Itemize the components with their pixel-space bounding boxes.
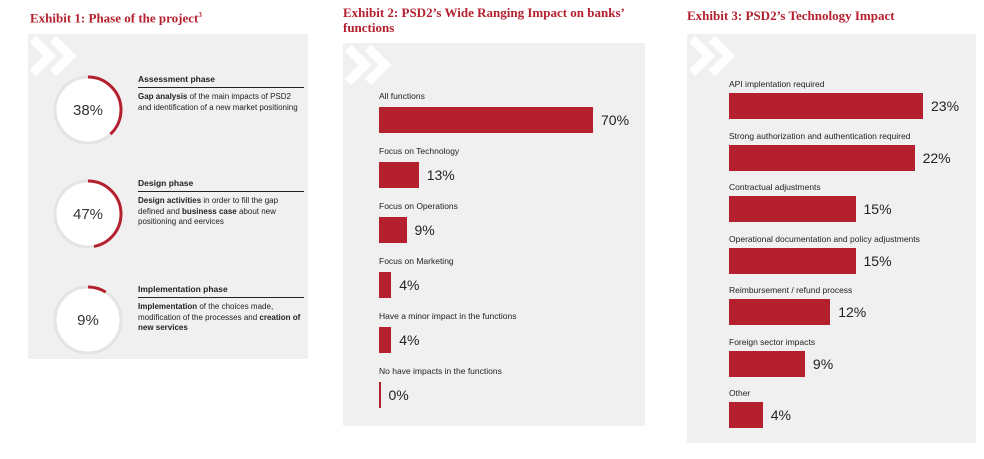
exhibit2-chart: All functions 70% Focus on Technology 13% Fo… xyxy=(343,43,645,426)
bar xyxy=(729,350,805,377)
exhibit1-panel: 38% Assessment phase Gap analysis of the m… xyxy=(28,34,308,359)
phase-item: 38% Assessment phase Gap analysis of the m… xyxy=(28,74,310,164)
ring-progress-arc xyxy=(53,75,123,145)
bar xyxy=(729,144,915,171)
bar-value-label: 4% xyxy=(399,332,420,348)
bar-category-label: Focus on Operations xyxy=(379,201,458,211)
bar-category-label: Focus on Technology xyxy=(379,146,460,156)
phase-item: 9% Implementation phase Implementation of … xyxy=(28,284,310,374)
chevron-decoration-icon xyxy=(688,35,736,77)
exhibit3-title: Exhibit 3: PSD2’s Technology Impact xyxy=(687,8,895,23)
bar-value-label: 4% xyxy=(399,277,420,293)
bar-value-label: 13% xyxy=(426,167,455,183)
bar-value-label: 22% xyxy=(922,149,951,166)
exhibit1-title-footnote: 3 xyxy=(198,11,202,19)
bar-category-label: No have impacts in the functions xyxy=(379,366,502,376)
phase-percentage: 38% xyxy=(72,102,104,119)
bar xyxy=(379,107,593,133)
phase-progress-ring xyxy=(53,75,123,145)
bar-value-label: 23% xyxy=(931,98,960,114)
phase-description: Gap analysis of the main impacts of PSD2… xyxy=(138,92,298,112)
bar-value-label: 15% xyxy=(863,252,892,269)
ring-progress-arc xyxy=(53,285,123,355)
exhibit2-title-line1: Exhibit 2: PSD2’s Wide Ranging Impact on… xyxy=(343,5,625,20)
bar xyxy=(729,402,763,428)
phase-percentage: 9% xyxy=(77,312,99,329)
bar xyxy=(729,299,831,325)
bar-value-label: 15% xyxy=(863,201,892,217)
bar xyxy=(379,272,392,298)
bar-category-label: Foreign sector impacts xyxy=(729,336,815,347)
exhibit1-title-text: Exhibit 1: Phase of the project xyxy=(30,10,199,26)
bar xyxy=(729,247,856,274)
phase-progress-ring xyxy=(53,285,123,355)
bar-value-label: 0% xyxy=(388,387,409,403)
phase-description: Design activities in order to fill the g… xyxy=(138,196,279,226)
bar xyxy=(729,93,923,119)
phase-title: Design phase xyxy=(138,178,304,192)
phase-item: 47% Design phase Design activities in orde… xyxy=(28,178,310,268)
phase-description: Implementation of the choices made, modi… xyxy=(138,302,301,332)
bar-category-label: API implentation required xyxy=(729,79,825,89)
bar-category-label: All functions xyxy=(379,91,425,101)
bar-category-label: Strong authorization and authentication … xyxy=(729,130,911,141)
exhibit3-chart: API implentation required 23% Strong autho… xyxy=(687,34,976,443)
bar xyxy=(729,196,856,222)
exhibit2-title-line2: functions xyxy=(343,20,395,35)
bar xyxy=(379,382,381,408)
phase-title: Implementation phase xyxy=(138,284,304,298)
bar-category-label: Focus on Marketing xyxy=(379,256,454,266)
exhibit2-title: Exhibit 2: PSD2’s Wide Ranging Impact on… xyxy=(343,5,625,35)
bar-category-label: Reimbursement / refund process xyxy=(729,285,853,295)
bar xyxy=(379,162,419,188)
bar xyxy=(379,217,407,243)
chevron-decoration-icon xyxy=(29,35,77,77)
bar xyxy=(379,327,392,353)
bar-value-label: 4% xyxy=(770,407,791,423)
bar-value-label: 12% xyxy=(838,304,867,320)
bar-value-label: 9% xyxy=(812,355,834,372)
bar-category-label: Have a minor impact in the functions xyxy=(379,311,517,321)
bar-category-label: Contractual adjustments xyxy=(729,182,821,192)
bar-category-label: Operational documentation and policy adj… xyxy=(729,233,920,244)
bar-value-label: 70% xyxy=(601,112,630,128)
phase-progress-ring xyxy=(53,179,123,249)
phase-title: Assessment phase xyxy=(138,74,304,88)
ring-progress-arc xyxy=(53,179,123,249)
exhibit3-title-text: Exhibit 3: PSD2’s Technology Impact xyxy=(687,8,895,23)
chevron-decoration-icon xyxy=(344,44,392,86)
phase-percentage: 47% xyxy=(72,206,104,223)
bar-category-label: Other xyxy=(729,388,751,398)
exhibit1-title: Exhibit 1: Phase of the project3 xyxy=(30,8,202,25)
bar-value-label: 9% xyxy=(414,222,435,238)
